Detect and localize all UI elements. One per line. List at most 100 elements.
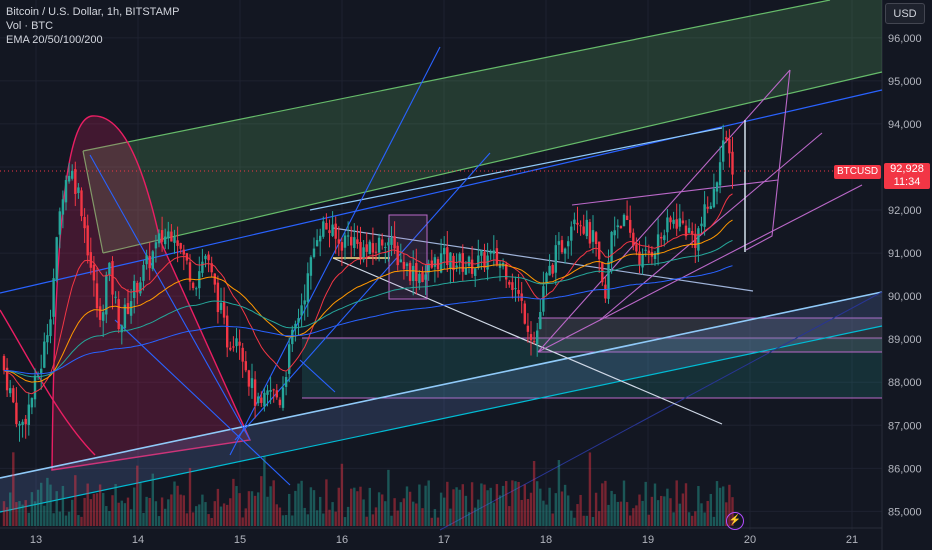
candle-body: [607, 261, 610, 299]
candle-body: [257, 396, 260, 404]
candle-body: [523, 303, 526, 324]
candle-body: [653, 252, 657, 259]
candle-body: [421, 272, 424, 282]
volume-bar: [427, 480, 430, 526]
candle-body: [201, 261, 204, 273]
candle-body: [601, 262, 604, 283]
candle-body: [95, 283, 99, 309]
candle-body: [470, 259, 474, 274]
volume-bar: [579, 494, 582, 526]
candle-body: [64, 180, 68, 203]
candle-body: [213, 273, 216, 285]
candle-body: [557, 241, 561, 245]
volume-bar: [402, 498, 406, 526]
volume-bar: [663, 496, 666, 526]
volume-indicator-label[interactable]: Vol · BTC: [6, 20, 54, 32]
candle-body: [58, 211, 61, 235]
candle-body: [148, 255, 151, 269]
volume-bar: [12, 452, 15, 526]
volume-bar: [24, 500, 27, 526]
time-axis-label: 16: [336, 534, 348, 546]
candle-body: [33, 375, 37, 400]
candle-body: [684, 225, 688, 237]
candle-body: [619, 225, 623, 229]
price-axis-label: 92,000: [888, 205, 922, 217]
volume-bar: [539, 488, 542, 526]
blue-band-bottom: [0, 325, 883, 513]
arc-shape: [51, 115, 252, 471]
volume-bar: [675, 480, 678, 526]
candle-body: [303, 300, 306, 305]
candle-body: [647, 250, 650, 254]
candle-body: [697, 228, 700, 251]
candle-body: [675, 219, 678, 229]
ema-50-line: [3, 219, 733, 383]
price-axis-label: 89,000: [888, 334, 922, 346]
volume-bar: [58, 511, 61, 526]
volume-bar: [576, 504, 579, 526]
volume-bar: [709, 493, 712, 526]
candle-body: [536, 330, 539, 345]
candle-body: [40, 368, 43, 374]
volume-bar: [622, 480, 626, 526]
time-axis-label: 15: [234, 534, 246, 546]
volume-bar: [629, 515, 632, 526]
volume-bar: [570, 510, 573, 526]
ema-indicator-label[interactable]: EMA 20/50/100/200: [6, 34, 103, 46]
volume-bar: [322, 513, 325, 526]
volume-bar: [604, 480, 607, 526]
volume-bar: [170, 494, 173, 526]
candle-body: [672, 219, 675, 224]
candle-body: [722, 140, 725, 162]
lightning-icon[interactable]: ⚡: [726, 512, 744, 530]
volume-bar: [328, 509, 331, 526]
volume-bar: [495, 484, 499, 526]
candle-body: [160, 230, 164, 242]
volume-bar: [365, 516, 368, 526]
candle-body: [133, 280, 136, 298]
candle-body: [173, 236, 176, 243]
volume-bar: [598, 511, 601, 526]
volume-bar: [632, 508, 635, 526]
volume-bar: [142, 512, 145, 526]
volume-bar: [278, 507, 282, 526]
candle-body: [204, 255, 207, 260]
volume-bar: [281, 515, 285, 526]
volume-bar: [616, 501, 619, 526]
volume-bar: [207, 514, 210, 526]
fan-line-3: [89, 154, 251, 441]
candle-body: [635, 244, 638, 252]
symbol-title[interactable]: Bitcoin / U.S. Dollar, 1h, BITSTAMP: [6, 6, 180, 18]
volume-bar: [728, 484, 731, 526]
volume-bar: [95, 493, 99, 526]
currency-button[interactable]: USD: [885, 3, 925, 24]
volume-bar: [120, 500, 123, 526]
candle-body: [492, 250, 495, 254]
candle-body: [77, 187, 80, 194]
volume-bar: [548, 487, 551, 526]
volume-bar: [136, 465, 139, 526]
time-axis-label: 18: [540, 534, 552, 546]
candle-body: [486, 255, 489, 270]
volume-bar: [619, 501, 623, 526]
volume-bar: [232, 478, 235, 526]
candle-body: [353, 237, 356, 248]
volume-bar: [185, 513, 189, 526]
candle-body: [322, 221, 325, 237]
candle-body: [306, 273, 309, 302]
candle-body: [532, 341, 536, 343]
candle-body: [226, 315, 229, 348]
volume-bar: [439, 492, 443, 526]
candle-body: [498, 263, 502, 268]
candle-body: [687, 227, 691, 233]
candle-body: [715, 182, 719, 192]
volume-bar: [474, 507, 477, 526]
candle-body: [666, 217, 669, 233]
volume-bar: [607, 504, 610, 526]
descending-line-upper: [332, 227, 754, 292]
candle-body: [625, 215, 629, 221]
volume-bar: [98, 484, 102, 526]
volume-bar: [492, 502, 495, 526]
